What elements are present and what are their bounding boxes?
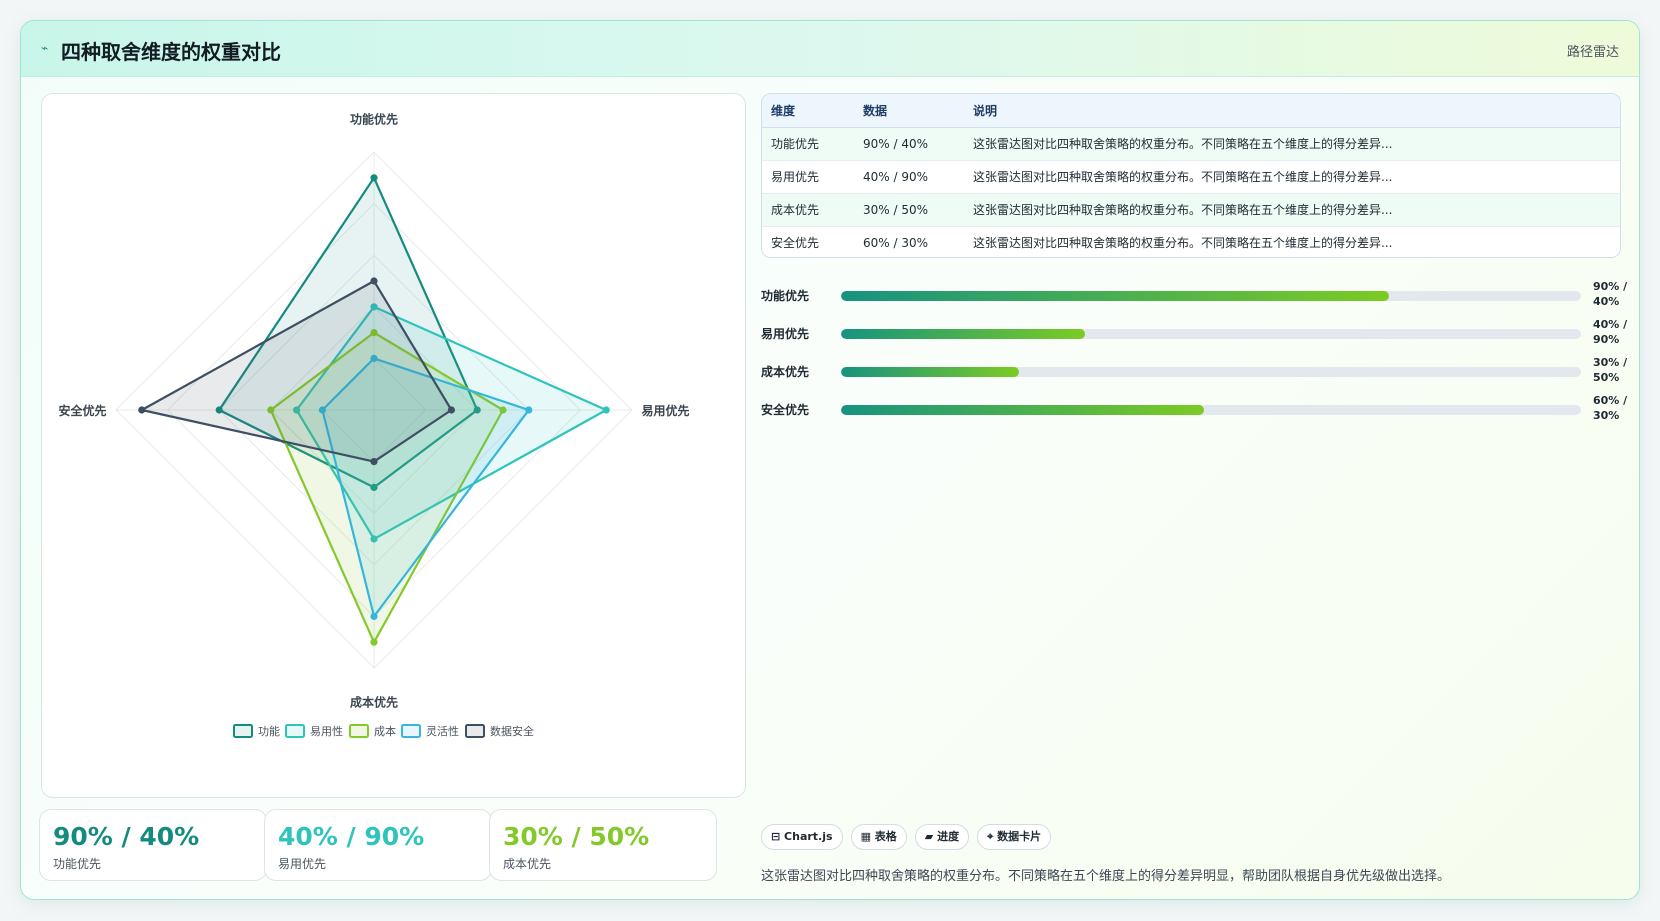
table-row: 易用优先 40% / 90% 这张雷达图对比四种取舍策略的权重分布。不同策略在五… bbox=[762, 160, 1620, 194]
legend-label: 灵活性 bbox=[426, 724, 459, 738]
card-header: ⌁ 四种取舍维度的权重对比 路径雷达 bbox=[21, 21, 1639, 77]
progress-track bbox=[841, 405, 1581, 415]
axis-label: 安全优先 bbox=[58, 403, 106, 418]
progress-label: 功能优先 bbox=[761, 289, 810, 303]
table-cell: 30% / 50% bbox=[854, 193, 964, 227]
chip-data-cards[interactable]: ⌖ 数据卡片 bbox=[977, 824, 1052, 850]
data-point bbox=[370, 612, 378, 621]
progress-value: 40% / 90% bbox=[1593, 318, 1628, 346]
chip-chartjs[interactable]: ⊟ Chart.js bbox=[761, 824, 843, 850]
table-row: 成本优先 30% / 50% 这张雷达图对比四种取舍策略的权重分布。不同策略在五… bbox=[762, 193, 1620, 227]
progress-track bbox=[841, 291, 1581, 301]
data-point bbox=[215, 406, 223, 414]
stat-label: 功能优先 bbox=[53, 857, 102, 871]
progress-fill bbox=[841, 329, 1086, 339]
stat-value: 30% / 50% bbox=[503, 822, 650, 851]
progress-fill bbox=[841, 291, 1389, 301]
legend-swatch bbox=[401, 724, 421, 738]
feature-chips: ⊟ Chart.js ▦ 表格 ▰ 进度 ⌖ 数据卡片 bbox=[761, 824, 1059, 850]
table-cell: 60% / 30% bbox=[863, 235, 929, 250]
legend-swatch bbox=[285, 724, 305, 738]
table-cell: 90% / 40% bbox=[854, 127, 964, 161]
data-point bbox=[370, 535, 378, 543]
data-point bbox=[267, 406, 275, 414]
progress-value: 90% / 40% bbox=[1593, 280, 1628, 308]
data-point bbox=[138, 406, 146, 414]
stat-label: 易用优先 bbox=[278, 857, 327, 871]
axis-label: 易用优先 bbox=[642, 403, 690, 418]
table-cell: 易用优先 bbox=[762, 160, 854, 194]
data-point bbox=[370, 329, 378, 337]
data-point bbox=[447, 406, 455, 414]
table-cell: 功能优先 bbox=[762, 127, 854, 161]
chip-progress[interactable]: ▰ 进度 bbox=[914, 824, 970, 850]
footer-description: 这张雷达图对比四种取舍策略的权重分布。不同策略在五个维度上的得分差异明显，帮助团… bbox=[761, 869, 1451, 884]
axis-label: 成本优先 bbox=[350, 695, 398, 710]
stat-value: 90% / 40% bbox=[53, 822, 200, 851]
progress-row: 成本优先 30% / 50% bbox=[761, 355, 1627, 391]
stat-label: 成本优先 bbox=[503, 857, 552, 871]
legend-swatch bbox=[349, 724, 369, 738]
column-header: 数据 bbox=[854, 94, 964, 128]
data-point bbox=[370, 277, 378, 285]
legend-label: 成本 bbox=[374, 724, 396, 738]
table-cell: 这张雷达图对比四种取舍策略的权重分布。不同策略在五个维度上的得分差异... bbox=[973, 236, 1393, 251]
data-point bbox=[499, 406, 507, 414]
stat-card-1: 90% / 40% 功能优先 bbox=[39, 809, 267, 881]
legend-swatch bbox=[233, 724, 253, 738]
axis-label: 功能优先 bbox=[350, 111, 398, 126]
stat-card-3: 30% / 50% 成本优先 bbox=[489, 809, 717, 881]
data-point bbox=[370, 483, 378, 491]
progress-track bbox=[841, 329, 1581, 339]
dashboard-card: ⌁ 四种取舍维度的权重对比 路径雷达 功能优先 易用优先 成本优先 安全优先 功能 易用性… bbox=[20, 20, 1640, 900]
data-table: 维度 数据 说明 功能优先 90% / 40% 这张雷达图对比四种取舍策略的权重… bbox=[761, 93, 1621, 258]
progress-value: 60% / 30% bbox=[1593, 394, 1628, 422]
header-tag: 路径雷达 bbox=[1566, 45, 1619, 60]
data-point bbox=[602, 406, 610, 414]
progress-track bbox=[841, 367, 1581, 377]
progress-label: 成本优先 bbox=[761, 365, 810, 379]
progress-label: 安全优先 bbox=[761, 403, 810, 417]
page-title: 四种取舍维度的权重对比 bbox=[61, 40, 281, 64]
stat-card-2: 40% / 90% 易用优先 bbox=[264, 809, 492, 881]
data-point bbox=[370, 354, 378, 362]
table-cell: 安全优先 bbox=[771, 236, 820, 251]
table-row: 安全优先 60% / 30% 这张雷达图对比四种取舍策略的权重分布。不同策略在五… bbox=[762, 226, 1620, 257]
column-header: 说明 bbox=[964, 94, 1620, 128]
progress-row: 安全优先 60% / 30% bbox=[761, 393, 1627, 429]
data-point bbox=[370, 458, 378, 466]
table-header-row: 维度 数据 说明 bbox=[762, 94, 1620, 128]
table-cell: 这张雷达图对比四种取舍策略的权重分布。不同策略在五个维度上的得分差异... bbox=[964, 160, 1620, 194]
legend-swatch bbox=[465, 724, 485, 738]
table-cell: 这张雷达图对比四种取舍策略的权重分布。不同策略在五个维度上的得分差异... bbox=[964, 193, 1620, 227]
table-cell: 这张雷达图对比四种取舍策略的权重分布。不同策略在五个维度上的得分差异... bbox=[964, 127, 1620, 161]
table-row: 功能优先 90% / 40% 这张雷达图对比四种取舍策略的权重分布。不同策略在五… bbox=[762, 127, 1620, 161]
progress-value: 30% / 50% bbox=[1593, 356, 1628, 384]
progress-row: 功能优先 90% / 40% bbox=[761, 279, 1627, 315]
data-point bbox=[293, 406, 301, 414]
legend-label: 易用性 bbox=[310, 724, 343, 738]
progress-row: 易用优先 40% / 90% bbox=[761, 317, 1627, 353]
radar-chart-panel: 功能优先易用优先成本优先 安全优先功能 易用性 成本 灵活性 数据安全 bbox=[41, 93, 746, 798]
column-header: 维度 bbox=[762, 94, 854, 128]
data-point bbox=[370, 174, 378, 182]
legend-label: 功能 bbox=[258, 724, 280, 738]
data-point bbox=[370, 303, 378, 311]
chip-table[interactable]: ▦ 表格 bbox=[850, 824, 907, 850]
legend-label: 数据安全 bbox=[490, 724, 534, 738]
data-point bbox=[370, 638, 378, 646]
table-cell: 成本优先 bbox=[762, 193, 854, 227]
table-cell: 40% / 90% bbox=[854, 160, 964, 194]
radar-icon: ⌁ bbox=[41, 41, 49, 55]
stat-value: 40% / 90% bbox=[278, 822, 425, 851]
progress-fill bbox=[841, 405, 1204, 415]
data-point bbox=[473, 406, 481, 414]
data-point bbox=[318, 406, 326, 414]
progress-fill bbox=[841, 367, 1019, 377]
progress-label: 易用优先 bbox=[761, 327, 810, 341]
data-point bbox=[525, 406, 533, 414]
